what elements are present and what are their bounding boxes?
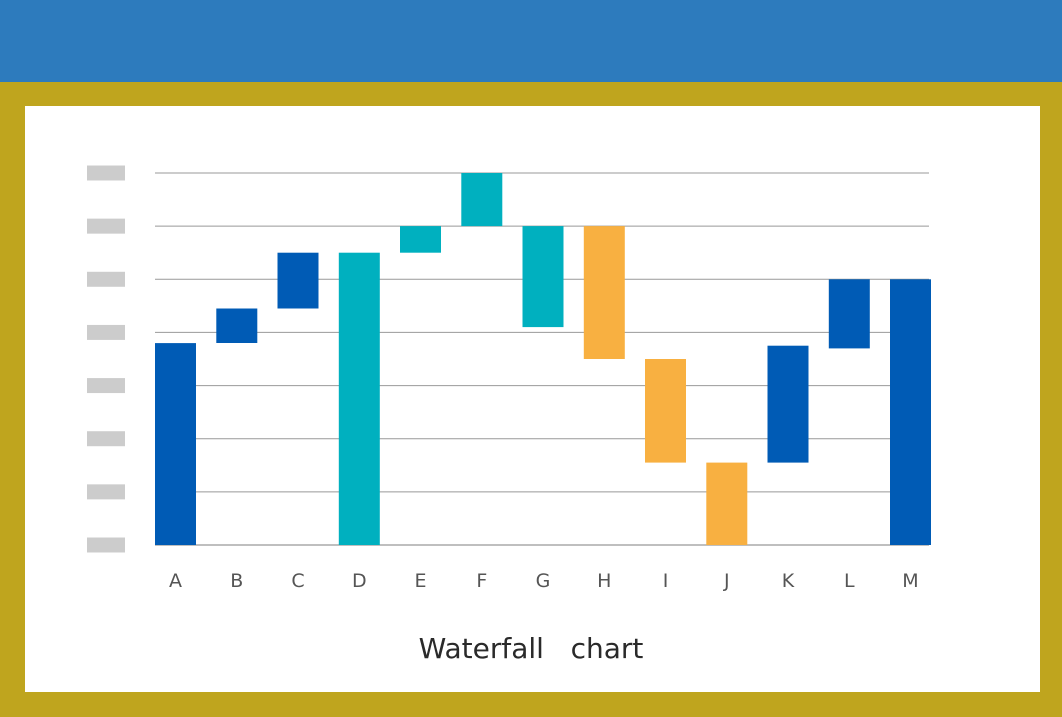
x-tick-label: C <box>291 570 304 592</box>
y-tick-placeholder <box>87 324 125 340</box>
x-tick-label: E <box>414 570 426 592</box>
header-bar <box>0 0 1062 82</box>
bar-e <box>400 226 441 253</box>
bar-m <box>890 279 931 545</box>
bar-b <box>216 308 258 343</box>
bar-f <box>461 173 503 227</box>
bar-a <box>155 343 196 545</box>
bar-h <box>583 226 625 359</box>
x-tick-label: A <box>169 570 182 592</box>
y-tick-placeholder <box>87 431 125 447</box>
x-tick-label: B <box>230 570 243 592</box>
y-tick-placeholder <box>87 271 125 287</box>
x-tick-label: M <box>902 570 918 592</box>
bar-d <box>338 252 380 545</box>
chart-title: Waterfall chart <box>418 632 644 665</box>
x-tick-label: D <box>352 570 367 592</box>
bar-g <box>522 226 564 328</box>
bar-k <box>767 345 809 463</box>
y-tick-placeholder <box>87 484 125 500</box>
x-tick-label: K <box>782 570 795 592</box>
x-tick-label: G <box>536 570 551 592</box>
x-tick-label: J <box>723 570 730 592</box>
bar-j <box>706 462 748 545</box>
x-tick-label: F <box>476 570 487 592</box>
y-tick-placeholders <box>87 165 125 553</box>
x-tick-label: I <box>663 570 669 592</box>
y-tick-placeholder <box>87 165 125 181</box>
y-tick-placeholder <box>87 378 125 394</box>
bar-c <box>277 252 319 309</box>
x-tick-label: H <box>597 570 611 592</box>
bar-l <box>828 279 870 349</box>
y-tick-placeholder <box>87 537 125 553</box>
y-tick-placeholder <box>87 218 125 234</box>
bars <box>155 173 931 545</box>
bar-i <box>645 359 686 463</box>
x-tick-labels: A B C D E F G H I J K L M <box>169 570 919 592</box>
x-tick-label: L <box>844 570 855 592</box>
